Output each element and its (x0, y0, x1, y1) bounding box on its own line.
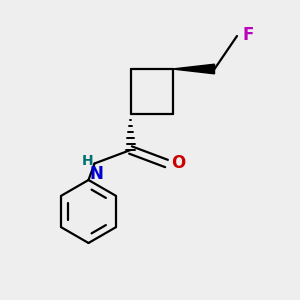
Text: N: N (90, 165, 104, 183)
Text: O: O (171, 154, 185, 172)
Text: F: F (242, 26, 254, 44)
Polygon shape (172, 64, 214, 74)
Text: H: H (81, 154, 93, 168)
